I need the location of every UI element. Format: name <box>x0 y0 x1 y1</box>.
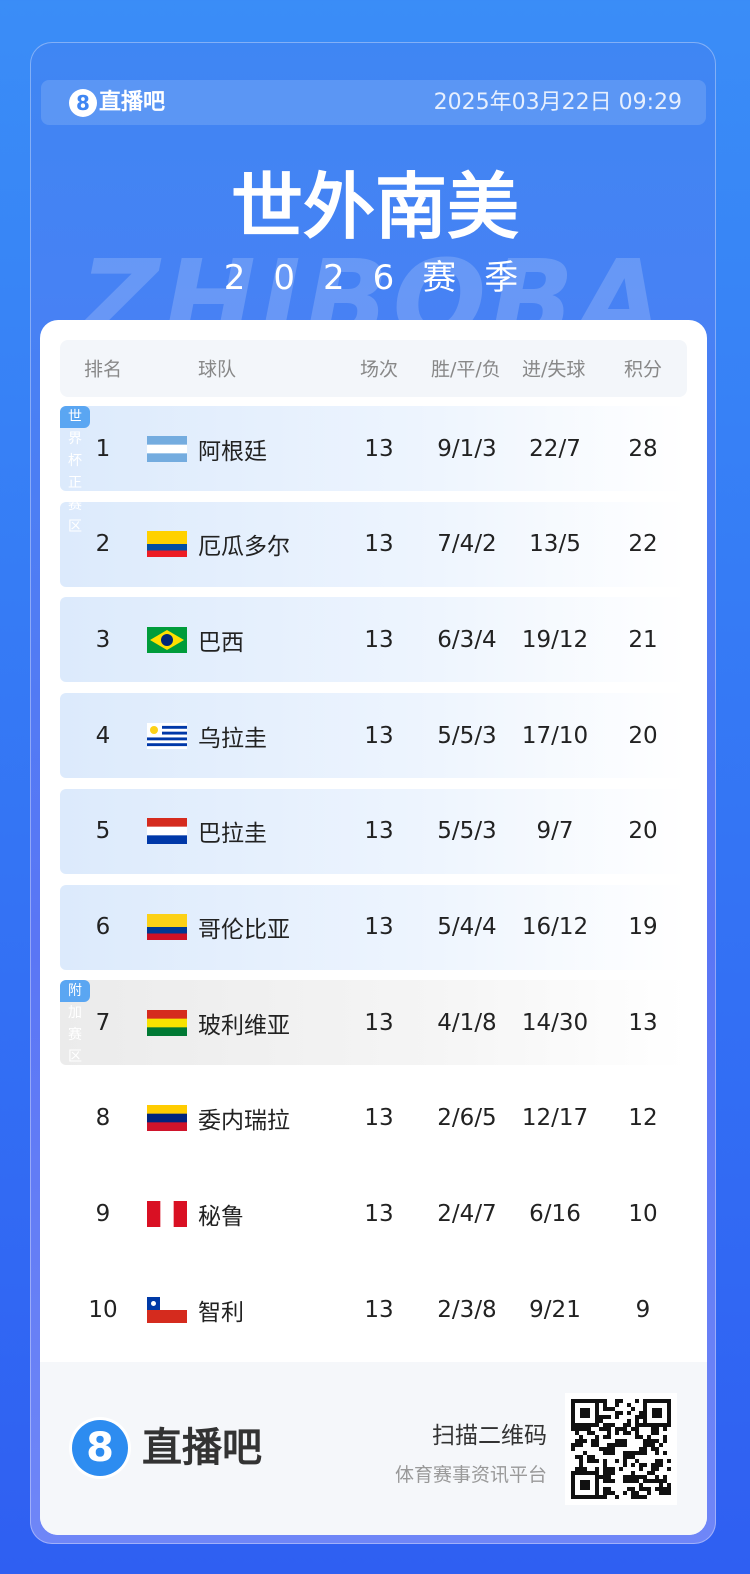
team-name: 乌拉圭 <box>198 725 267 752</box>
qr-code <box>565 1393 677 1505</box>
team-name: 厄瓜多尔 <box>198 534 290 561</box>
win-draw-loss: 2/6/5 <box>437 1105 497 1132</box>
header-logo: 直播吧 <box>99 90 166 115</box>
zone-label: 世界杯正赛区 <box>60 406 90 535</box>
flag <box>147 626 187 653</box>
rank: 8 <box>95 1105 111 1132</box>
rank: 7 <box>95 1009 111 1036</box>
played: 13 <box>364 818 394 845</box>
team-name: 玻利维亚 <box>198 1012 290 1039</box>
title: 世外南美 <box>230 165 519 249</box>
column-header: 胜/平/负 <box>431 358 501 381</box>
column-header: 排名 <box>84 358 123 381</box>
points: 12 <box>628 1105 658 1132</box>
win-draw-loss: 7/4/2 <box>437 531 497 558</box>
points: 22 <box>628 531 658 558</box>
win-draw-loss: 9/1/3 <box>437 435 497 462</box>
goals: 13/5 <box>529 531 581 558</box>
win-draw-loss: 5/4/4 <box>437 914 497 940</box>
points: 28 <box>628 435 658 462</box>
flag <box>147 1201 187 1228</box>
win-draw-loss: 4/1/8 <box>437 1009 497 1036</box>
flag <box>147 914 187 940</box>
points: 10 <box>628 1201 658 1228</box>
rank: 1 <box>95 435 111 462</box>
played: 13 <box>364 1296 394 1323</box>
team-name: 哥伦比亚 <box>198 917 290 943</box>
win-draw-loss: 6/3/4 <box>437 626 497 653</box>
goals: 9/21 <box>529 1296 581 1323</box>
team-name: 巴拉圭 <box>198 821 267 848</box>
rank: 10 <box>88 1296 118 1323</box>
goals: 22/7 <box>529 435 581 462</box>
column-header: 积分 <box>624 358 663 381</box>
points: 9 <box>635 1296 651 1323</box>
team-name: 秘鲁 <box>198 1204 244 1231</box>
team-name: 阿根廷 <box>198 438 267 465</box>
header-date: 2025年03月22日 09:29 <box>433 90 682 115</box>
played: 13 <box>364 722 394 749</box>
header-bar <box>41 80 706 125</box>
subtitle: 2026赛季 <box>223 258 547 298</box>
played: 13 <box>364 1201 394 1228</box>
rank: 5 <box>95 818 111 845</box>
goals: 17/10 <box>521 722 589 749</box>
played: 13 <box>364 1105 394 1132</box>
flag <box>147 1105 187 1132</box>
rank: 6 <box>95 914 111 940</box>
rank: 9 <box>95 1201 111 1228</box>
played: 13 <box>364 435 394 462</box>
rank: 3 <box>95 626 111 653</box>
points: 19 <box>628 914 658 940</box>
flag <box>147 1009 187 1036</box>
played: 13 <box>364 626 394 653</box>
footer-tagline: 体育赛事资讯平台 <box>394 1464 547 1486</box>
rank: 2 <box>95 531 111 558</box>
win-draw-loss: 2/4/7 <box>437 1201 497 1228</box>
points: 20 <box>628 818 658 845</box>
points: 21 <box>628 626 658 653</box>
win-draw-loss: 5/5/3 <box>437 722 497 749</box>
watermark: ZHIBOBA <box>80 245 668 325</box>
goals: 12/17 <box>521 1105 589 1132</box>
goals: 14/30 <box>521 1009 589 1036</box>
flag <box>147 1296 187 1323</box>
played: 13 <box>364 1009 394 1036</box>
goals: 6/16 <box>529 1201 581 1228</box>
footer-logo: 直播吧 <box>142 1425 262 1471</box>
goals: 16/12 <box>521 914 589 940</box>
team-name: 智利 <box>198 1299 244 1326</box>
team-name: 委内瑞拉 <box>198 1108 290 1135</box>
points: 13 <box>628 1009 658 1036</box>
goals: 19/12 <box>521 626 589 653</box>
zone-label: 附加赛区 <box>60 980 90 1065</box>
footer-scan: 扫描二维码 <box>432 1423 547 1449</box>
played: 13 <box>364 531 394 558</box>
win-draw-loss: 2/3/8 <box>437 1296 497 1323</box>
footer-logo-icon: 8 <box>72 1420 128 1476</box>
column-header: 球队 <box>198 358 237 381</box>
rank: 4 <box>95 722 111 749</box>
win-draw-loss: 5/5/3 <box>437 818 497 845</box>
flag <box>147 722 187 749</box>
team-name: 巴西 <box>198 629 244 656</box>
column-header: 场次 <box>360 358 399 381</box>
table-header <box>60 340 687 397</box>
flag <box>147 435 187 462</box>
goals: 9/7 <box>536 818 574 845</box>
played: 13 <box>364 914 394 940</box>
flag <box>147 531 187 558</box>
flag <box>147 818 187 845</box>
column-header: 进/失球 <box>522 358 586 381</box>
logo-icon: 8 <box>69 89 97 117</box>
points: 20 <box>628 722 658 749</box>
